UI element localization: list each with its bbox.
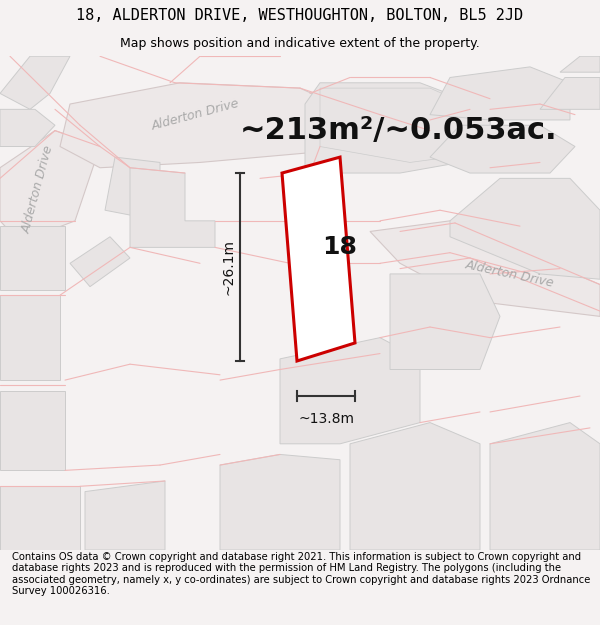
Polygon shape: [60, 82, 370, 168]
Polygon shape: [0, 295, 60, 380]
Polygon shape: [0, 56, 70, 109]
Polygon shape: [220, 454, 340, 550]
Text: Contains OS data © Crown copyright and database right 2021. This information is : Contains OS data © Crown copyright and d…: [12, 551, 590, 596]
Polygon shape: [0, 391, 65, 471]
Polygon shape: [490, 422, 600, 550]
Polygon shape: [450, 178, 600, 279]
Polygon shape: [130, 168, 215, 248]
Polygon shape: [0, 109, 55, 146]
Text: ~213m²/~0.053ac.: ~213m²/~0.053ac.: [240, 116, 557, 145]
Polygon shape: [430, 67, 570, 120]
Text: Alderton Drive: Alderton Drive: [464, 258, 556, 290]
Text: ~26.1m: ~26.1m: [221, 239, 235, 295]
Polygon shape: [430, 125, 575, 173]
Text: Alderton Drive: Alderton Drive: [149, 97, 241, 132]
Polygon shape: [390, 274, 500, 369]
Polygon shape: [370, 221, 600, 316]
Polygon shape: [560, 56, 600, 72]
Polygon shape: [70, 237, 130, 287]
Polygon shape: [305, 82, 490, 173]
Polygon shape: [0, 131, 100, 242]
Text: 18, ALDERTON DRIVE, WESTHOUGHTON, BOLTON, BL5 2JD: 18, ALDERTON DRIVE, WESTHOUGHTON, BOLTON…: [76, 8, 524, 23]
Polygon shape: [350, 422, 480, 550]
Polygon shape: [0, 486, 80, 550]
Polygon shape: [540, 78, 600, 109]
Polygon shape: [85, 481, 165, 550]
Polygon shape: [280, 338, 420, 444]
Polygon shape: [0, 226, 65, 290]
Polygon shape: [282, 157, 355, 361]
Text: 18: 18: [323, 236, 358, 259]
Text: Map shows position and indicative extent of the property.: Map shows position and indicative extent…: [120, 38, 480, 51]
Text: Alderton Drive: Alderton Drive: [20, 144, 56, 234]
Text: ~13.8m: ~13.8m: [298, 412, 354, 426]
Polygon shape: [105, 157, 160, 221]
Polygon shape: [320, 88, 490, 162]
